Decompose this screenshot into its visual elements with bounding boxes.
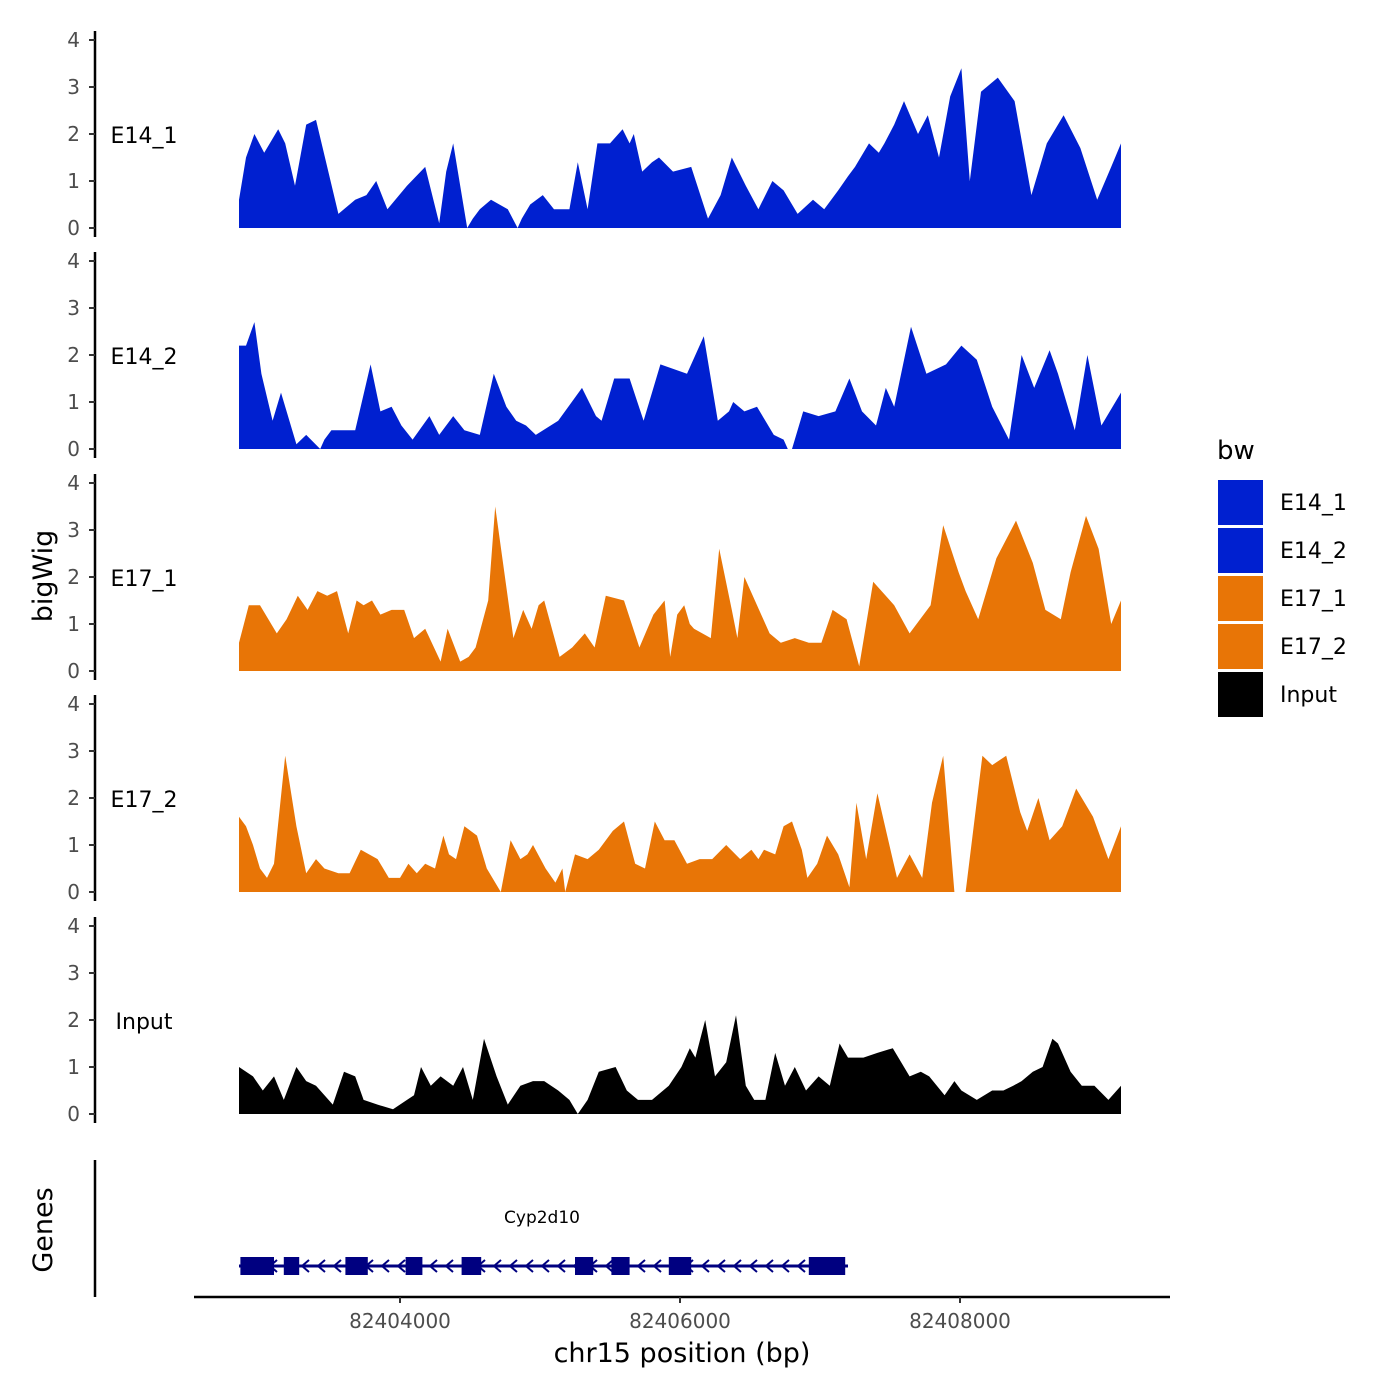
y-tick-label: 0 <box>67 659 80 683</box>
exon <box>240 1257 274 1275</box>
strand-arrow <box>332 1259 342 1273</box>
y-tick-label: 0 <box>67 216 80 240</box>
exon <box>283 1257 300 1275</box>
strand-arrow <box>652 1259 662 1273</box>
y-tick-label: 3 <box>67 739 80 763</box>
exon <box>575 1257 594 1275</box>
strand-arrow <box>700 1259 710 1273</box>
y-axis-title: bigWig <box>28 530 59 623</box>
exon <box>345 1257 368 1275</box>
legend-label: Input <box>1280 683 1337 708</box>
y-tick-label: 2 <box>67 122 80 146</box>
legend-label: E14_1 <box>1280 491 1347 516</box>
strand-arrow <box>524 1259 534 1273</box>
track-label: E17_1 <box>111 567 178 592</box>
track-area-E17_1 <box>239 506 1121 671</box>
strand-arrow <box>764 1259 774 1273</box>
y-tick-label: 0 <box>67 880 80 904</box>
strand-arrow <box>380 1259 390 1273</box>
track-area-E14_2 <box>239 322 1121 449</box>
strand-arrow <box>540 1259 550 1273</box>
genes-panel: Cyp2d10 <box>93 1160 848 1297</box>
track-E14_2: 0 1 2 3 4 E14_2 <box>67 249 1121 461</box>
y-tick-label: 1 <box>67 1055 80 1079</box>
gene-name: Cyp2d10 <box>504 1208 580 1228</box>
legend-label: E17_2 <box>1280 635 1347 660</box>
y-tick-label: 4 <box>67 249 80 273</box>
strand-arrow <box>492 1259 502 1273</box>
y-tick-label: 2 <box>67 565 80 589</box>
x-axis-title: chr15 position (bp) <box>554 1338 811 1369</box>
strand-arrow <box>796 1259 806 1273</box>
x-tick-label: 82406000 <box>629 1309 731 1333</box>
y-tick-label: 4 <box>67 471 80 495</box>
track-label: E14_2 <box>111 345 178 370</box>
y-tick-label: 3 <box>67 961 80 985</box>
strand-arrow <box>604 1259 614 1273</box>
y-tick-label: 0 <box>67 437 80 461</box>
y-tick-label: 1 <box>67 612 80 636</box>
track-label: E14_1 <box>111 124 178 149</box>
legend-swatch <box>1218 624 1263 669</box>
strand-arrow <box>316 1259 326 1273</box>
track-E17_2: 0 1 2 3 4 E17_2 <box>67 692 1121 904</box>
y-tick-label: 3 <box>67 518 80 542</box>
track-area-E14_1 <box>239 68 1121 228</box>
y-tick-label: 1 <box>67 833 80 857</box>
y-tick-label: 0 <box>67 1102 80 1126</box>
y-tick-label: 1 <box>67 390 80 414</box>
track-E14_1: 0 1 2 3 4 E14_1 <box>67 28 1121 240</box>
legend-swatch <box>1218 480 1263 525</box>
y-tick-label: 2 <box>67 1008 80 1032</box>
legend-swatch <box>1218 528 1263 573</box>
y-tick-label: 3 <box>67 296 80 320</box>
legend-swatch <box>1218 576 1263 621</box>
y-tick-label: 2 <box>67 786 80 810</box>
track-Input: 0 1 2 3 4 Input <box>67 914 1121 1126</box>
genes-axis-title: Genes <box>28 1187 59 1272</box>
strand-arrow <box>748 1259 758 1273</box>
exon <box>405 1257 423 1275</box>
y-tick-label: 3 <box>67 75 80 99</box>
legend: bw E14_1 E14_2 E17_1 E17_2 Input <box>1217 436 1347 717</box>
track-label: E17_2 <box>111 788 178 813</box>
y-tick-label: 1 <box>67 169 80 193</box>
exon <box>611 1257 630 1275</box>
track-E17_1: 0 1 2 3 4 E17_1 <box>67 471 1121 683</box>
strand-arrow <box>636 1259 646 1273</box>
track-area-Input <box>239 1015 1121 1114</box>
strand-arrow <box>716 1259 726 1273</box>
y-tick-label: 2 <box>67 343 80 367</box>
strand-arrow <box>444 1259 454 1273</box>
legend-label: E14_2 <box>1280 539 1347 564</box>
x-tick-label: 82404000 <box>349 1309 451 1333</box>
strand-arrow <box>396 1259 406 1273</box>
strand-arrow <box>428 1259 438 1273</box>
legend-swatch <box>1218 672 1263 717</box>
strand-arrow <box>732 1259 742 1273</box>
x-tick-label: 82408000 <box>909 1309 1011 1333</box>
y-tick-label: 4 <box>67 692 80 716</box>
y-tick-label: 4 <box>67 914 80 938</box>
exon <box>668 1257 692 1275</box>
strand-arrow <box>780 1259 790 1273</box>
track-area-E17_2 <box>239 755 1121 892</box>
tracks-layer: 0 1 2 3 4 E14_1 0 1 2 3 4 E14_2 0 1 2 3 4 E17_1 0 1 2 3 4 E17_2… <box>67 28 1121 1126</box>
exon <box>808 1257 846 1275</box>
strand-arrow <box>508 1259 518 1273</box>
y-tick-label: 4 <box>67 28 80 52</box>
x-axis: 82404000 82406000 82408000 <box>194 1295 1170 1333</box>
exon <box>461 1257 482 1275</box>
track-label: Input <box>116 1010 173 1035</box>
legend-label: E17_1 <box>1280 587 1347 612</box>
strand-arrow <box>556 1259 566 1273</box>
strand-arrow <box>300 1259 310 1273</box>
legend-title: bw <box>1217 436 1255 466</box>
